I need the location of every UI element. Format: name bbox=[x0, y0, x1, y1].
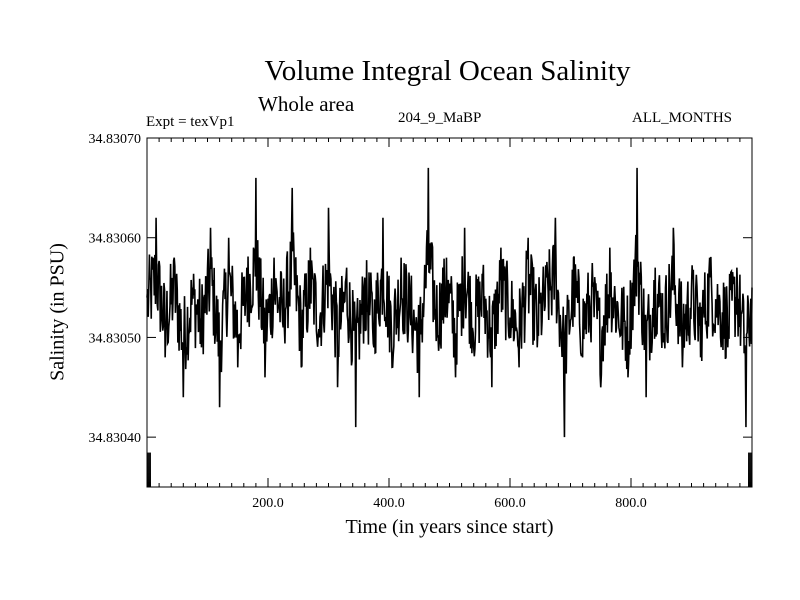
chart-subtitle: Whole area bbox=[258, 92, 355, 116]
x-tick-label: 600.0 bbox=[494, 496, 526, 511]
x-tick-label: 200.0 bbox=[252, 496, 284, 511]
x-tick-label: 400.0 bbox=[373, 496, 405, 511]
x-tick-label: 800.0 bbox=[615, 496, 647, 511]
y-tick-label: 34.83040 bbox=[89, 431, 142, 446]
plot-frame bbox=[146, 137, 753, 488]
run-label: 204_9_MaBP bbox=[398, 110, 482, 126]
y-tick-label: 34.83060 bbox=[89, 232, 142, 247]
chart-title: Volume Integral Ocean Salinity bbox=[264, 55, 631, 87]
axis-tick-labels: 200.0 400.0 600.0 800.0 34.83040 34.83050 34.8… bbox=[89, 132, 647, 511]
months-label: ALL_MONTHS bbox=[632, 110, 732, 126]
salinity-series-line bbox=[146, 167, 753, 438]
y-tick-label: 34.83050 bbox=[89, 331, 142, 346]
axis-ticks bbox=[147, 137, 752, 487]
y-tick-label: 34.83070 bbox=[89, 132, 142, 147]
x-axis-label: Time (in years since start) bbox=[345, 516, 554, 538]
experiment-label: Expt = texVp1 bbox=[146, 114, 235, 130]
